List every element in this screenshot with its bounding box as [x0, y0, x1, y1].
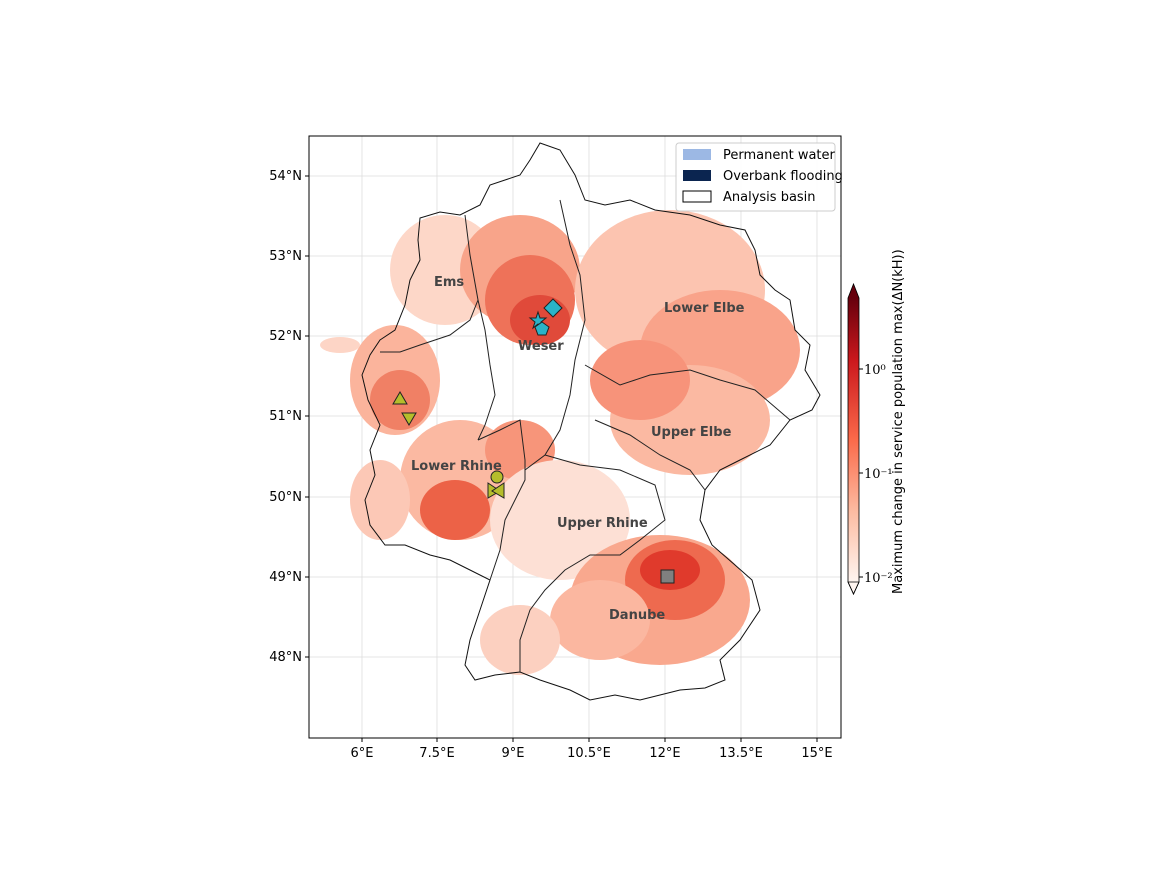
- marker-triangle-up: [392, 391, 408, 405]
- basin-label-ems: Ems: [434, 275, 464, 290]
- germany-outline: [361, 142, 821, 701]
- colorbar-tick-label: 10⁻²: [864, 571, 893, 586]
- x-tick-label: 15°E: [801, 746, 832, 761]
- marker-triangle-down: [401, 412, 417, 426]
- legend: Permanent water Overbank flooding Analys…: [675, 142, 843, 212]
- legend-swatch-permanent-water: [683, 149, 711, 160]
- x-tick-label: 12°E: [649, 746, 680, 761]
- y-tick-label: 49°N: [269, 570, 302, 585]
- y-tick-label: 52°N: [269, 329, 302, 344]
- x-tick-label: 6°E: [351, 746, 374, 761]
- marker-star: [528, 310, 548, 330]
- basin-label-lower-rhine: Lower Rhine: [411, 459, 502, 474]
- basin-label-danube: Danube: [609, 608, 665, 623]
- basin-label-lower-elbe: Lower Elbe: [664, 301, 745, 316]
- marker-pentagon: [534, 321, 550, 336]
- legend-label-overbank-flooding: Overbank flooding: [723, 169, 843, 184]
- y-tick-label: 50°N: [269, 490, 302, 505]
- legend-label-permanent-water: Permanent water: [723, 148, 836, 163]
- x-tick-label: 7.5°E: [419, 746, 454, 761]
- marker-circle: [490, 470, 504, 484]
- x-tick-label: 10.5°E: [567, 746, 611, 761]
- legend-swatch-analysis-basin: [682, 190, 712, 203]
- basin-label-upper-rhine: Upper Rhine: [557, 516, 648, 531]
- colorbar-label: Maximum change in service population max…: [891, 249, 906, 594]
- x-tick-label: 13.5°E: [719, 746, 763, 761]
- marker-square: [660, 569, 675, 584]
- x-tick-label: 9°E: [502, 746, 525, 761]
- gauge-markers: [392, 298, 675, 584]
- legend-swatch-overbank-flooding: [683, 170, 711, 181]
- marker-bowtie-right: [491, 482, 505, 499]
- basin-label-upper-elbe: Upper Elbe: [651, 425, 732, 440]
- y-tick-label: 48°N: [269, 650, 302, 665]
- legend-label-analysis-basin: Analysis basin: [723, 190, 816, 205]
- service-change-heatmap: [320, 210, 800, 675]
- y-tick-label: 51°N: [269, 409, 302, 424]
- basin-boundaries: [380, 199, 791, 672]
- colorbar-tick-label: 10⁰: [864, 363, 886, 378]
- colorbar: 10⁰ 10⁻¹ 10⁻² Maximum change in service …: [847, 249, 906, 595]
- marker-diamond: [543, 298, 563, 318]
- basin-label-weser: Weser: [518, 339, 564, 354]
- colorbar-tick-label: 10⁻¹: [864, 467, 893, 482]
- y-tick-label: 53°N: [269, 249, 302, 264]
- y-tick-label: 54°N: [269, 169, 302, 184]
